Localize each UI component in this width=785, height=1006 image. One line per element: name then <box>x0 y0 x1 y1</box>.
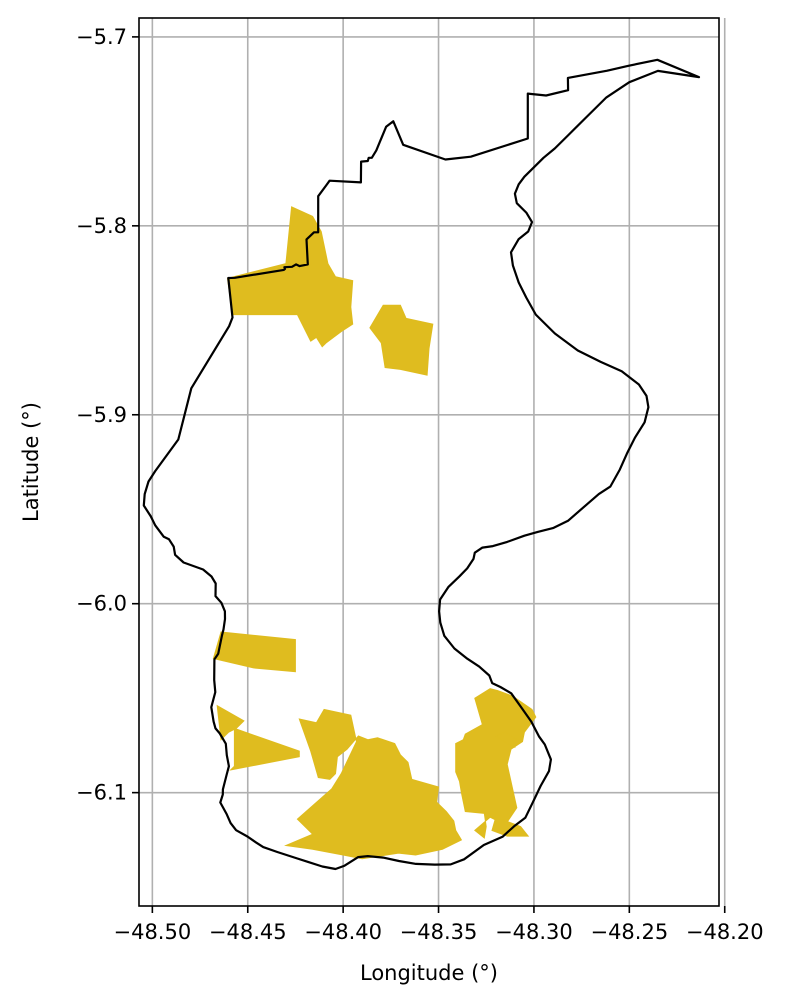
x-tick-label: −48.50 <box>113 920 191 944</box>
region-polygon <box>212 631 296 673</box>
y-tick-label: −6.0 <box>76 592 127 616</box>
grid-lines <box>139 18 726 906</box>
region-polygon <box>226 206 354 348</box>
x-tick-label: −48.40 <box>304 920 382 944</box>
x-tick-label: −48.25 <box>590 920 668 944</box>
y-axis-label: Latitude (°) <box>19 402 43 522</box>
x-tick-label: −48.30 <box>495 920 573 944</box>
y-tick-label: −5.9 <box>76 403 127 427</box>
region-polygon <box>369 304 434 376</box>
region-polygon <box>229 727 300 771</box>
x-tick-label: −48.35 <box>400 920 478 944</box>
region-polygon <box>494 731 518 749</box>
x-tick-label: −48.20 <box>686 920 764 944</box>
axis-ticks: −48.50 −48.45 −48.40 −48.35 −48.30 −48.25 −48.… <box>76 25 764 944</box>
y-tick-label: −5.7 <box>76 25 127 49</box>
map-boundary <box>142 58 701 871</box>
plot-frame <box>138 17 720 907</box>
y-tick-label: −6.1 <box>76 781 127 805</box>
region-polygon <box>284 708 463 860</box>
region-polygon <box>455 688 537 839</box>
x-axis-label: Longitude (°) <box>360 961 498 985</box>
x-tick-label: −48.45 <box>209 920 287 944</box>
municipality-boundary <box>142 58 701 871</box>
map-regions <box>212 206 537 860</box>
y-tick-label: −5.8 <box>76 214 127 238</box>
